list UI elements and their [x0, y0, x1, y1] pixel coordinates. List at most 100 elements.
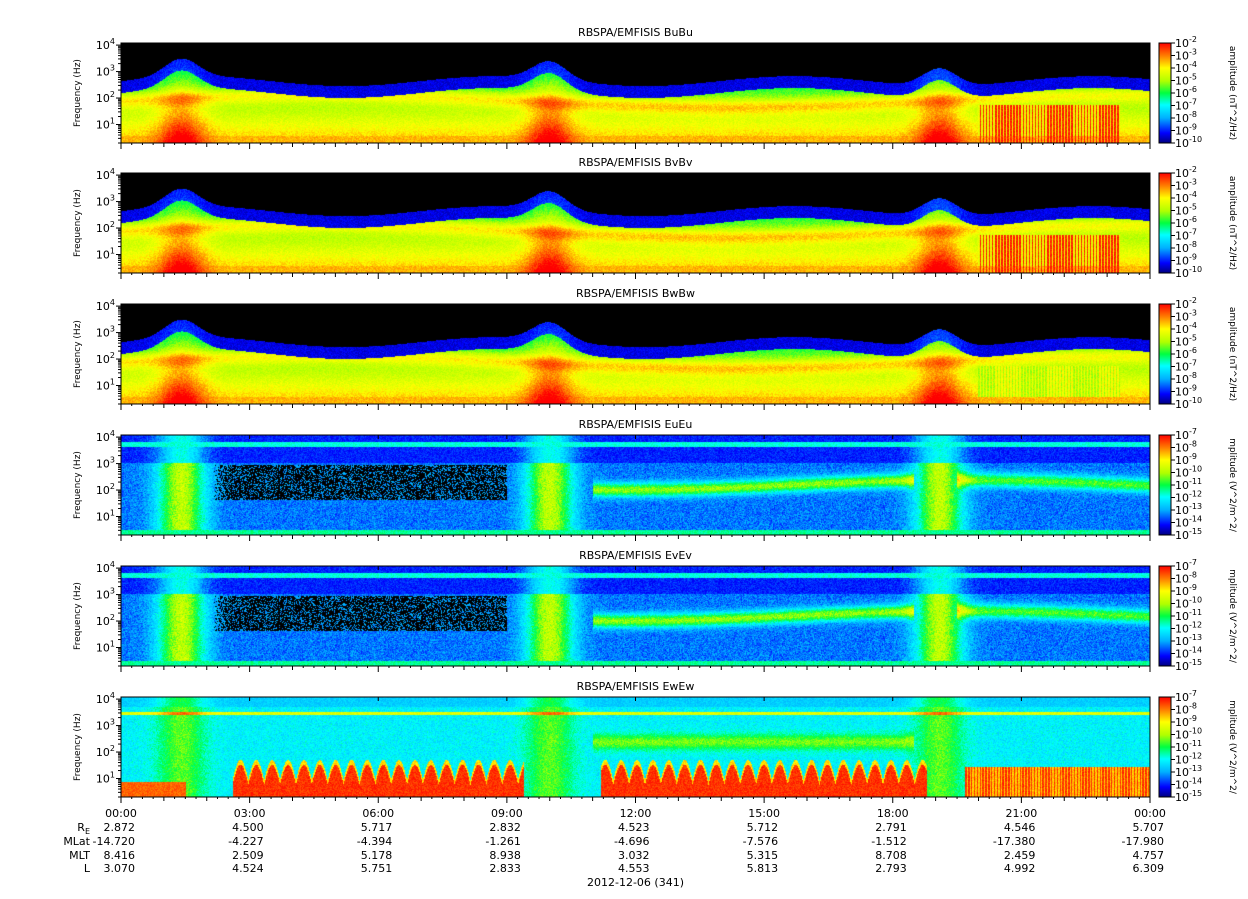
- ephemeris-value: 2.832: [489, 821, 521, 834]
- y-tick-label: 101: [96, 116, 115, 131]
- panel-title: RBSPA/EMFISIS EvEv: [579, 549, 692, 562]
- colorbar: [1158, 434, 1172, 536]
- spectrogram-image: [121, 435, 1150, 535]
- ephemeris-row-label: MLT: [69, 849, 90, 862]
- y-tick-label: 101: [96, 377, 115, 392]
- y-tick-label: 103: [96, 456, 115, 471]
- ephemeris-value: -7.576: [743, 835, 778, 848]
- spectrogram-image: [121, 43, 1150, 143]
- colorbar-tick-label: 10-10: [1175, 727, 1202, 742]
- panel-title: RBSPA/EMFISIS EuEu: [579, 418, 693, 431]
- y-tick-label: 103: [96, 325, 115, 340]
- colorbar: [1158, 696, 1172, 798]
- ephemeris-value: -17.380: [993, 835, 1035, 848]
- colorbar-tick-label: 10-11: [1175, 477, 1202, 492]
- colorbar-tick-label: 10-10: [1175, 465, 1202, 480]
- panel-3: RBSPA/EMFISIS BwBw Frequency (Hz) 101 102 10…: [73, 287, 1237, 411]
- colorbar-tick-label: 10-9: [1175, 714, 1197, 729]
- ephemeris-value: 3.070: [104, 862, 136, 875]
- colorbar-tick-label: 10-11: [1175, 739, 1202, 754]
- ephemeris-value: 5.178: [361, 849, 393, 862]
- ephemeris-value: 4.546: [1004, 821, 1036, 834]
- colorbar-tick-label: 10-8: [1175, 240, 1197, 255]
- colorbar-tick-label: 10-8: [1175, 371, 1197, 386]
- y-tick-label: 104: [96, 429, 115, 444]
- y-tick-label: 101: [96, 639, 115, 654]
- ephemeris-value: 8.938: [489, 849, 521, 862]
- y-tick-label: 101: [96, 508, 115, 523]
- y-tick-label: 102: [96, 744, 115, 759]
- y-tick-label: 101: [96, 246, 115, 261]
- y-tick-label: 102: [96, 482, 115, 497]
- y-tick-label: 103: [96, 718, 115, 733]
- x-tick-label: 00:00: [105, 807, 137, 820]
- colorbar-tick-label: 10-3: [1175, 48, 1197, 63]
- x-tick-label: 15:00: [748, 807, 780, 820]
- ephemeris-value: 5.717: [361, 821, 393, 834]
- ephemeris-value: 2.793: [875, 862, 907, 875]
- y-axis-label: Frequency (Hz): [73, 713, 83, 781]
- colorbar-tick-label: 10-13: [1175, 764, 1202, 779]
- x-tick-label: 21:00: [1006, 807, 1038, 820]
- colorbar-tick-label: 10-10: [1175, 135, 1202, 150]
- panel-1: RBSPA/EMFISIS BuBu Frequency (Hz) 101 102 10…: [73, 26, 1237, 150]
- colorbar-tick-label: 10-2: [1175, 165, 1197, 180]
- colorbar-tick-label: 10-12: [1175, 752, 1202, 767]
- x-tick-label: 06:00: [362, 807, 394, 820]
- colorbar-tick-label: 10-6: [1175, 215, 1197, 230]
- y-tick-label: 103: [96, 64, 115, 79]
- colorbar-label: amplitude (nT^2/Hz): [1227, 176, 1237, 270]
- colorbar-tick-label: 10-7: [1175, 427, 1197, 442]
- colorbar-tick-label: 10-12: [1175, 621, 1202, 636]
- colorbar-tick-label: 10-4: [1175, 60, 1197, 75]
- ephemeris-value: 2.509: [232, 849, 264, 862]
- ephemeris-value: -14.720: [93, 835, 135, 848]
- colorbar-tick-label: 10-8: [1175, 110, 1197, 125]
- y-tick-label: 103: [96, 587, 115, 602]
- colorbar-tick-label: 10-7: [1175, 689, 1197, 704]
- colorbar-tick-label: 10-8: [1175, 702, 1197, 717]
- ephemeris-value: 5.707: [1133, 821, 1165, 834]
- colorbar-tick-label: 10-4: [1175, 321, 1197, 336]
- spectrogram-image: [121, 566, 1150, 666]
- colorbar: [1158, 565, 1172, 667]
- colorbar-tick-label: 10-15: [1175, 658, 1202, 673]
- panel-5: RBSPA/EMFISIS EvEv Frequency (Hz) 101 102 10…: [73, 549, 1237, 673]
- ephemeris-row-label: RE: [77, 821, 90, 836]
- panel-title: RBSPA/EMFISIS BwBw: [576, 287, 695, 300]
- spectrogram-image: [121, 304, 1150, 404]
- y-tick-label: 104: [96, 298, 115, 313]
- spectrogram-image: [121, 173, 1150, 273]
- colorbar-tick-label: 10-13: [1175, 502, 1202, 517]
- colorbar-tick-label: 10-8: [1175, 440, 1197, 455]
- y-tick-label: 102: [96, 220, 115, 235]
- ephemeris-value: -4.227: [228, 835, 263, 848]
- colorbar-tick-label: 10-7: [1175, 98, 1197, 113]
- y-axis-label: Frequency (Hz): [73, 59, 83, 127]
- colorbar-tick-label: 10-3: [1175, 178, 1197, 193]
- ephemeris-row-label: MLat: [63, 835, 90, 848]
- colorbar-tick-label: 10-9: [1175, 253, 1197, 268]
- ephemeris-row-label: L: [84, 862, 91, 875]
- colorbar-tick-label: 10-13: [1175, 633, 1202, 648]
- colorbar-tick-label: 10-7: [1175, 228, 1197, 243]
- colorbar-tick-label: 10-5: [1175, 334, 1197, 349]
- ephemeris-value: -1.261: [485, 835, 520, 848]
- colorbar-label: mplitude (V^2/m^2/: [1227, 700, 1237, 795]
- colorbar: [1158, 42, 1172, 144]
- panel-2: RBSPA/EMFISIS BvBv Frequency (Hz) 101 102 10…: [73, 156, 1237, 280]
- colorbar-tick-label: 10-5: [1175, 73, 1197, 88]
- ephemeris-value: 5.315: [747, 849, 779, 862]
- colorbar-tick-label: 10-9: [1175, 384, 1197, 399]
- y-tick-label: 101: [96, 770, 115, 785]
- ephemeris-value: 2.459: [1004, 849, 1036, 862]
- colorbar-tick-label: 10-15: [1175, 789, 1202, 804]
- ephemeris-value: 8.416: [104, 849, 136, 862]
- colorbar-label: amplitude (nT^2/Hz): [1227, 307, 1237, 401]
- panel-title: RBSPA/EMFISIS BuBu: [578, 26, 693, 39]
- x-tick-label: 18:00: [877, 807, 909, 820]
- y-tick-label: 104: [96, 167, 115, 182]
- ephemeris-value: -4.696: [614, 835, 649, 848]
- ephemeris-value: 4.553: [618, 862, 650, 875]
- panel-6: RBSPA/EMFISIS EwEw Frequency (Hz) 101 102 10…: [73, 680, 1237, 804]
